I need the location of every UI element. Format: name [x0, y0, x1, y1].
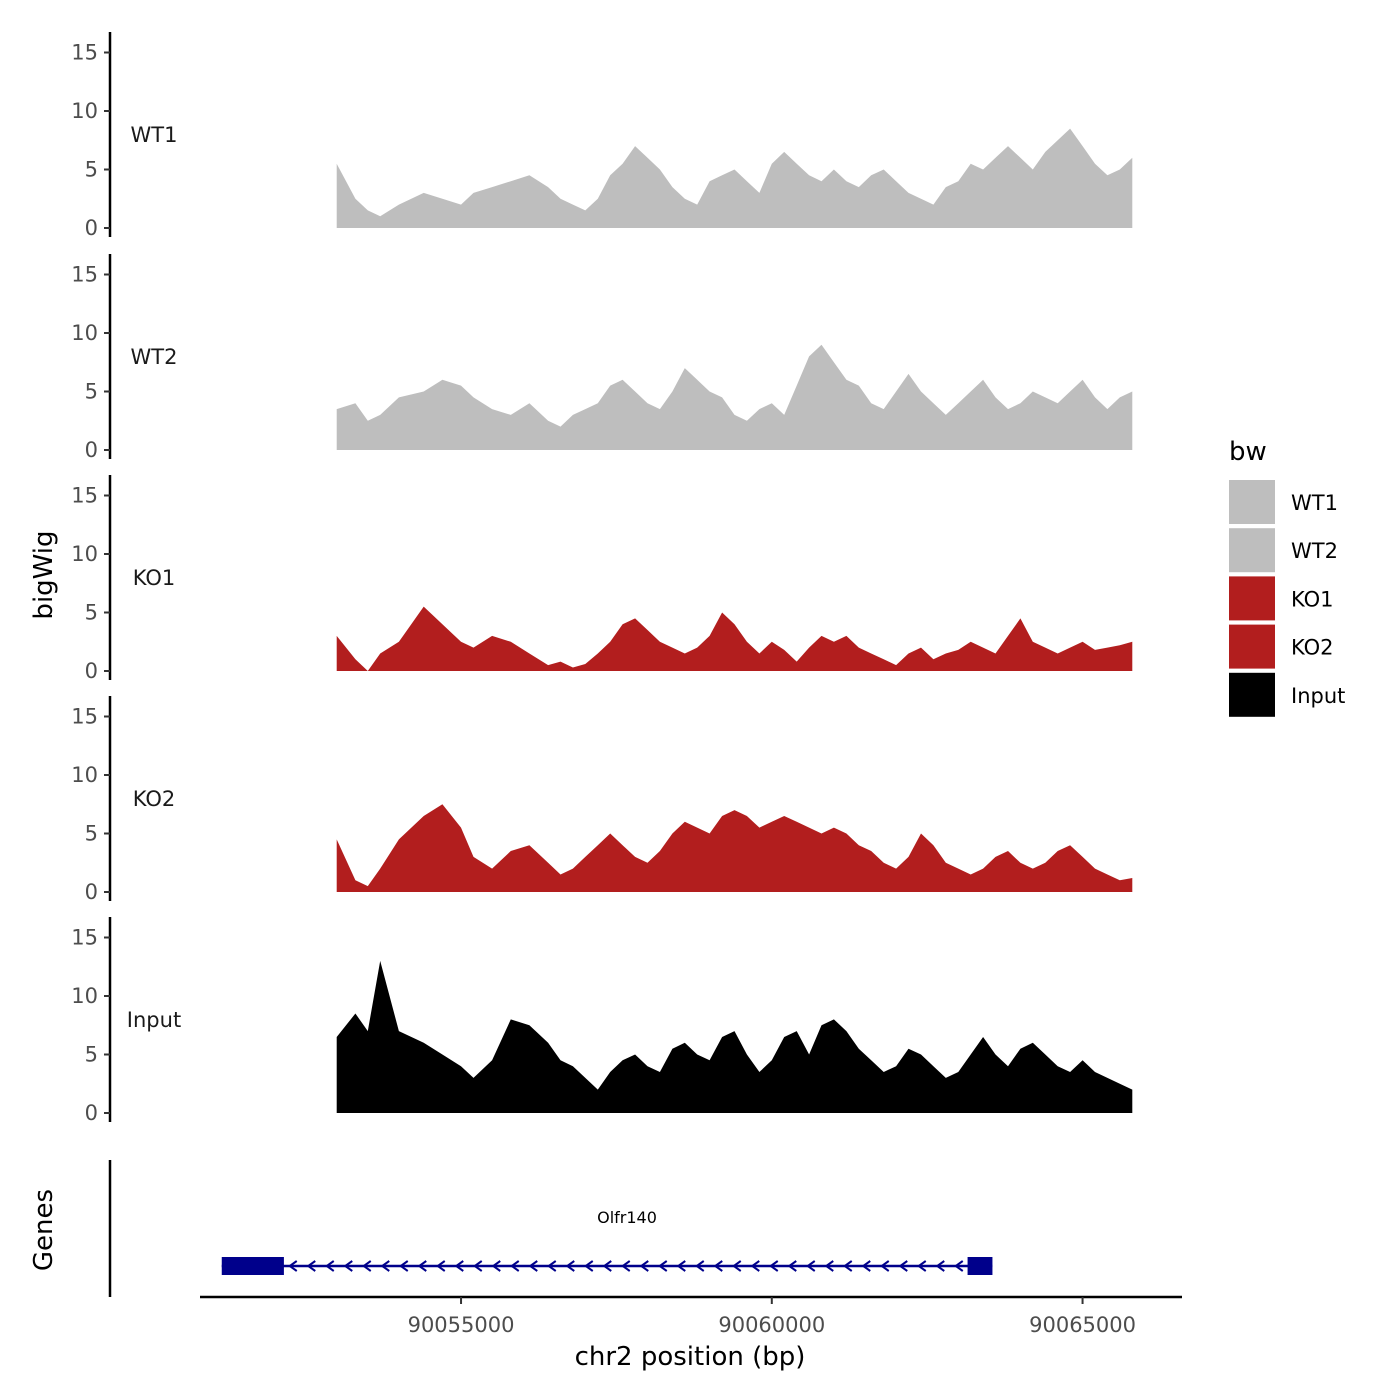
gene-exon	[967, 1257, 993, 1275]
y-tick-label: 15	[71, 484, 98, 508]
strand-arrow	[454, 1260, 464, 1272]
strand-arrow	[602, 1260, 612, 1272]
y-tick-label: 0	[85, 659, 98, 683]
x-tick-label: 90065000	[1029, 1313, 1136, 1337]
strand-arrow	[417, 1260, 427, 1272]
strand-arrow	[713, 1260, 723, 1272]
y-tick-label: 5	[85, 1043, 98, 1067]
strand-arrow	[750, 1260, 760, 1272]
genes-axis-title: Genes	[29, 1189, 59, 1271]
strand-arrow	[935, 1260, 945, 1272]
strand-arrow	[898, 1260, 908, 1272]
strand-arrow	[288, 1260, 298, 1272]
track-label-wt1: WT1	[131, 123, 178, 147]
y-tick-label: 15	[71, 705, 98, 729]
strand-arrow	[547, 1260, 557, 1272]
legend-label-ko1: KO1	[1291, 587, 1334, 611]
track-label-ko2: KO2	[133, 787, 176, 811]
strand-arrow	[325, 1260, 335, 1272]
legend-swatch-wt2	[1229, 528, 1275, 573]
legend-swatch-input	[1229, 672, 1275, 717]
strand-arrow	[769, 1260, 779, 1272]
strand-arrow	[473, 1260, 483, 1272]
strand-arrow	[584, 1260, 594, 1272]
y-tick-label: 10	[71, 984, 98, 1008]
x-axis-title: chr2 position (bp)	[575, 1342, 806, 1372]
strand-arrow	[676, 1260, 686, 1272]
y-tick-label: 10	[71, 542, 98, 566]
tracks-layer: 0 5 10 15 WT1 0 5 10 15 WT2 0 5 10 15 KO1 0 5 10 15 KO2 0 5 10…	[71, 32, 1133, 1125]
strand-arrow	[565, 1260, 575, 1272]
area-wt1	[336, 128, 1133, 228]
strand-arrow	[824, 1260, 834, 1272]
gene-name-label: Olfr140	[597, 1208, 657, 1227]
y-tick-label: 5	[85, 822, 98, 846]
strand-arrow	[399, 1260, 409, 1272]
strand-arrow	[658, 1260, 668, 1272]
strand-arrow	[436, 1260, 446, 1272]
strand-arrow	[806, 1260, 816, 1272]
legend-label-wt2: WT2	[1291, 539, 1338, 563]
y-axis-title: bigWig	[29, 530, 59, 619]
track-wt2: 0 5 10 15 WT2	[71, 254, 1133, 462]
y-tick-label: 0	[85, 216, 98, 240]
y-tick-label: 10	[71, 99, 98, 123]
area-ko2	[336, 804, 1133, 892]
strand-arrow	[528, 1260, 538, 1272]
legend: bw WT1 WT2 KO1 KO2 Input	[1229, 437, 1345, 717]
legend-swatch-wt1	[1229, 480, 1275, 524]
x-tick-label: 90060000	[718, 1313, 825, 1337]
strand-arrow	[306, 1260, 316, 1272]
strand-arrow	[732, 1260, 742, 1272]
legend-swatch-ko1	[1229, 576, 1275, 621]
x-tick-label: 90055000	[408, 1313, 515, 1337]
y-tick-label: 10	[71, 763, 98, 787]
strand-arrow	[843, 1260, 853, 1272]
strand-arrow	[954, 1260, 964, 1272]
gene-exon	[221, 1257, 284, 1275]
track-wt1: 0 5 10 15 WT1	[71, 32, 1133, 240]
strand-arrow	[510, 1260, 520, 1272]
strand-arrow	[787, 1260, 797, 1272]
y-tick-label: 15	[71, 926, 98, 950]
strand-arrow	[917, 1260, 927, 1272]
y-tick-label: 15	[71, 263, 98, 287]
y-tick-label: 5	[85, 158, 98, 182]
area-ko1	[336, 606, 1133, 671]
track-label-wt2: WT2	[131, 345, 178, 369]
y-tick-label: 5	[85, 380, 98, 404]
legend-swatch-ko2	[1229, 624, 1275, 669]
strand-arrow	[380, 1260, 390, 1272]
legend-title: bw	[1229, 437, 1267, 467]
y-tick-label: 0	[85, 1101, 98, 1125]
strand-arrow	[491, 1260, 501, 1272]
track-input: 0 5 10 15 Input	[71, 917, 1133, 1125]
legend-label-wt1: WT1	[1291, 491, 1338, 515]
track-ko2: 0 5 10 15 KO2	[71, 696, 1133, 904]
area-wt2	[336, 344, 1133, 450]
strand-arrow	[695, 1260, 705, 1272]
area-input	[336, 960, 1133, 1113]
y-tick-label: 0	[85, 438, 98, 462]
y-tick-label: 10	[71, 321, 98, 345]
track-label-ko1: KO1	[133, 566, 176, 590]
gene-track: Olfr140	[108, 1160, 993, 1297]
x-axis: 90055000 90060000 90065000	[200, 1295, 1182, 1337]
legend-label-ko2: KO2	[1291, 636, 1334, 660]
track-label-input: Input	[127, 1008, 181, 1032]
strand-arrow	[861, 1260, 871, 1272]
strand-arrow	[639, 1260, 649, 1272]
y-tick-label: 0	[85, 880, 98, 904]
track-ko1: 0 5 10 15 KO1	[71, 475, 1133, 683]
strand-arrow	[343, 1260, 353, 1272]
strand-arrow	[880, 1260, 890, 1272]
legend-label-input: Input	[1291, 684, 1345, 708]
strand-arrow	[362, 1260, 372, 1272]
y-tick-label: 5	[85, 601, 98, 625]
y-tick-label: 15	[71, 41, 98, 65]
strand-arrow	[621, 1260, 631, 1272]
